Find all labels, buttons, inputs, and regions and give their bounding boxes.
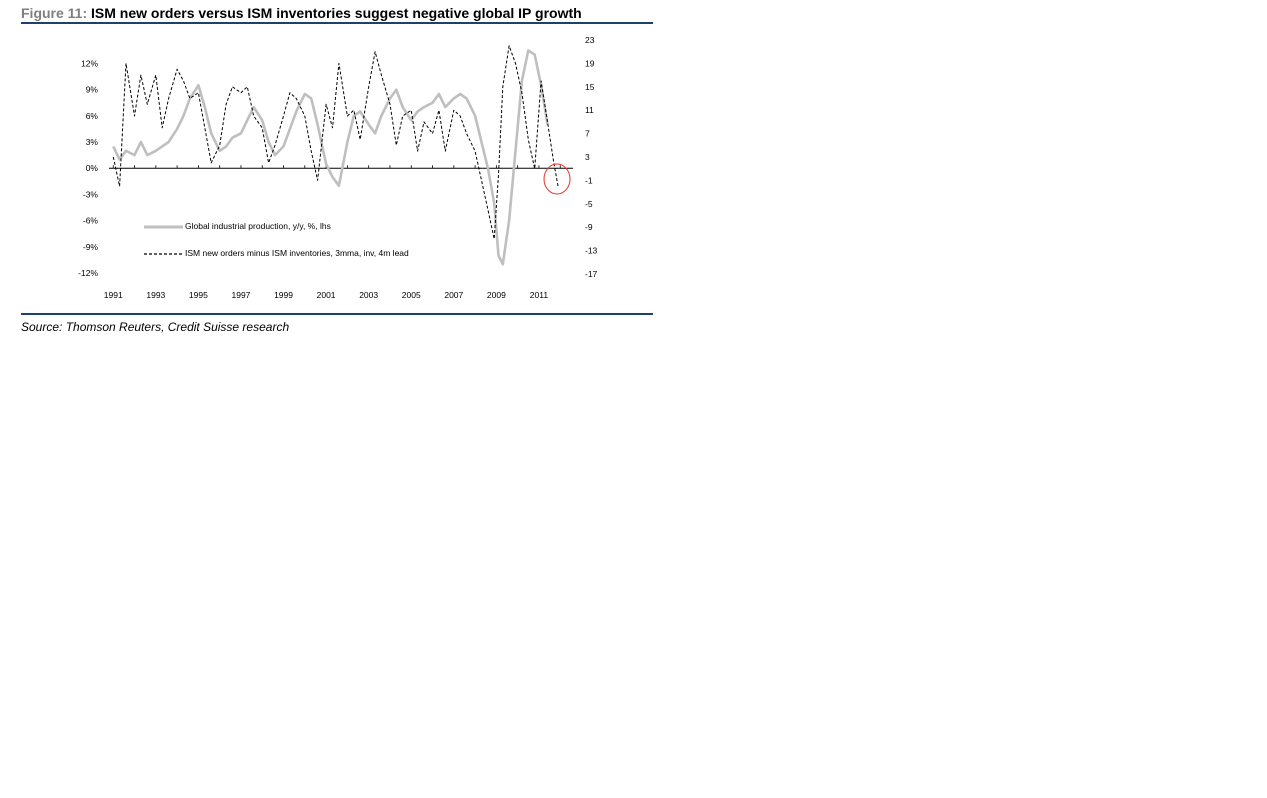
right-tick-label: -5: [585, 199, 593, 209]
left-tick-label: 3%: [86, 137, 99, 147]
left-tick-label: -6%: [83, 216, 99, 226]
right-tick-label: 15: [585, 82, 595, 92]
x-axis-minor-ticks: [112, 165, 561, 169]
right-tick-label: 7: [585, 129, 590, 139]
x-tick-label: 2003: [359, 290, 378, 300]
series-line-ip: [112, 49, 549, 266]
right-axis-ticks: 23 19 15 11 7 3 -1 -5 -9 -13 -17: [585, 35, 598, 279]
x-tick-label: 2011: [530, 290, 549, 300]
legend-label-ism: ISM new orders minus ISM inventories, 3m…: [185, 248, 409, 258]
left-tick-label: 9%: [86, 85, 99, 95]
left-tick-label: 12%: [81, 58, 98, 68]
right-tick-label: -17: [585, 269, 598, 279]
x-tick-label: 2007: [444, 290, 463, 300]
right-tick-label: 23: [585, 35, 595, 45]
figure-label: Figure 11:: [21, 5, 88, 21]
chart: 12% 9% 6% 3% 0% -3% -6% -9% -12% 23 19 15 11 7 3 -1 -5 -…: [78, 35, 598, 300]
x-tick-label: 1991: [104, 290, 123, 300]
series-line-ism: [112, 45, 559, 240]
figure-title-text: ISM new orders versus ISM inventories su…: [91, 5, 582, 21]
x-tick-label: 1997: [232, 290, 251, 300]
right-tick-label: 11: [585, 105, 594, 115]
x-tick-label: 2005: [402, 290, 421, 300]
right-tick-label: -13: [585, 246, 598, 256]
x-tick-label: 1993: [146, 290, 165, 300]
legend-label-ip: Global industrial production, y/y, %, lh…: [185, 221, 331, 231]
left-tick-label: 6%: [86, 111, 99, 121]
right-tick-label: -9: [585, 222, 593, 232]
left-tick-label: -12%: [78, 268, 98, 278]
source-note: Source: Thomson Reuters, Credit Suisse r…: [21, 320, 290, 334]
x-tick-label: 2009: [487, 290, 506, 300]
highlight-circle: [543, 163, 571, 195]
right-tick-label: 19: [585, 58, 595, 68]
right-tick-label: -1: [585, 175, 593, 185]
x-tick-label: 1999: [274, 290, 293, 300]
left-tick-label: -3%: [83, 189, 99, 199]
top-rule: [21, 22, 653, 24]
x-tick-label: 1995: [189, 290, 208, 300]
legend: Global industrial production, y/y, %, lh…: [144, 221, 409, 258]
series-layer: [112, 45, 559, 266]
x-axis-ticks: 1991 1993 1995 1997 1999 2001 2003 2005 2007 2009…: [104, 290, 549, 300]
left-tick-label: -9%: [83, 242, 99, 252]
right-tick-label: 3: [585, 152, 590, 162]
figure: Figure 11: ISM new orders versus ISM inv…: [21, 4, 653, 334]
left-tick-label: 0%: [86, 163, 99, 173]
bottom-rule: [21, 313, 653, 315]
left-axis-ticks: 12% 9% 6% 3% 0% -3% -6% -9% -12%: [78, 58, 98, 278]
figure-title: Figure 11: ISM new orders versus ISM inv…: [21, 4, 653, 22]
x-tick-label: 2001: [317, 290, 336, 300]
